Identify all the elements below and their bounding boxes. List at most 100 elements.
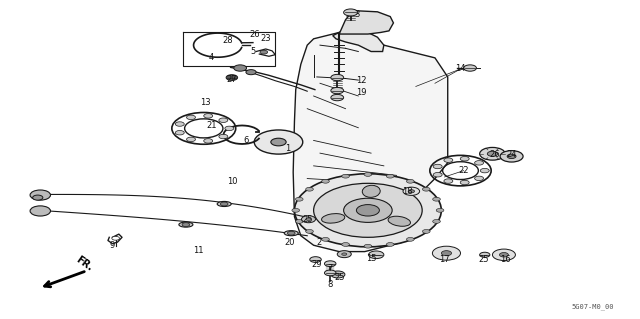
Circle shape [186,115,195,120]
Text: 11: 11 [193,246,204,255]
Circle shape [433,246,461,260]
Circle shape [294,174,442,247]
Text: 28: 28 [222,36,233,45]
Circle shape [112,236,120,240]
Circle shape [324,270,336,276]
Circle shape [479,252,490,257]
Circle shape [464,65,476,71]
Circle shape [175,122,184,126]
Text: 14: 14 [455,64,466,73]
Circle shape [254,130,303,154]
Circle shape [487,151,497,156]
Circle shape [225,126,234,130]
Circle shape [306,218,311,220]
Circle shape [226,75,237,80]
Circle shape [292,208,300,212]
Circle shape [342,174,349,178]
Circle shape [175,130,184,135]
Ellipse shape [388,216,410,226]
Circle shape [492,249,515,261]
Circle shape [322,237,330,241]
Circle shape [331,94,344,101]
Text: 24: 24 [506,150,517,159]
Circle shape [444,158,453,162]
Ellipse shape [217,201,231,206]
Text: 26: 26 [489,150,500,159]
Circle shape [342,242,349,246]
Text: 15: 15 [366,254,376,263]
Circle shape [507,154,516,159]
Text: 25: 25 [334,273,344,282]
Text: 13: 13 [200,98,211,107]
Circle shape [296,219,303,223]
Circle shape [406,179,414,183]
Circle shape [433,173,442,177]
Circle shape [433,197,440,201]
Text: FR.: FR. [74,254,95,273]
Text: 3: 3 [355,11,360,19]
Circle shape [306,187,314,191]
Circle shape [204,139,212,143]
Circle shape [408,190,415,193]
Text: 12: 12 [356,76,367,85]
Polygon shape [293,33,448,252]
Circle shape [271,138,286,146]
Text: 20: 20 [284,238,294,247]
Circle shape [460,157,469,161]
Text: 16: 16 [500,255,511,264]
Circle shape [301,216,316,223]
Circle shape [246,70,256,75]
Circle shape [337,251,351,258]
Text: 2: 2 [316,238,321,247]
Circle shape [335,273,340,276]
Polygon shape [339,11,394,34]
Circle shape [30,190,51,200]
Circle shape [186,137,195,142]
Text: 23: 23 [260,34,271,43]
Text: 18: 18 [402,187,413,197]
Text: 5G07-M0_00: 5G07-M0_00 [572,304,614,310]
Circle shape [422,229,430,233]
Circle shape [480,168,489,173]
Circle shape [331,74,344,81]
Circle shape [500,151,523,162]
Circle shape [364,173,372,176]
Circle shape [33,195,43,200]
Circle shape [475,176,484,181]
Text: 17: 17 [439,255,450,264]
Text: 8: 8 [327,279,332,288]
Text: 22: 22 [458,166,469,175]
Circle shape [306,229,314,233]
Text: 7: 7 [327,263,332,273]
Circle shape [331,271,345,278]
Circle shape [314,183,422,237]
Circle shape [287,231,295,235]
Text: 25: 25 [479,255,490,264]
Circle shape [499,253,508,257]
Circle shape [324,261,336,267]
Text: 5: 5 [250,47,255,56]
Circle shape [344,9,358,16]
Text: 9: 9 [110,241,115,250]
Ellipse shape [179,222,193,227]
Ellipse shape [284,231,298,236]
Text: 27: 27 [227,75,237,84]
Circle shape [387,242,394,246]
Text: 10: 10 [227,177,237,186]
Text: 1: 1 [285,144,291,153]
Ellipse shape [362,185,380,197]
Circle shape [479,147,505,160]
Circle shape [30,206,51,216]
Circle shape [403,187,420,196]
Text: 25: 25 [302,215,312,224]
Text: 29: 29 [312,260,322,270]
Circle shape [310,257,321,263]
Circle shape [296,197,303,201]
Circle shape [369,251,384,259]
Circle shape [342,253,347,256]
Circle shape [422,187,430,191]
Text: 19: 19 [356,88,367,97]
Circle shape [444,179,453,183]
Circle shape [234,65,246,71]
Polygon shape [333,31,384,51]
